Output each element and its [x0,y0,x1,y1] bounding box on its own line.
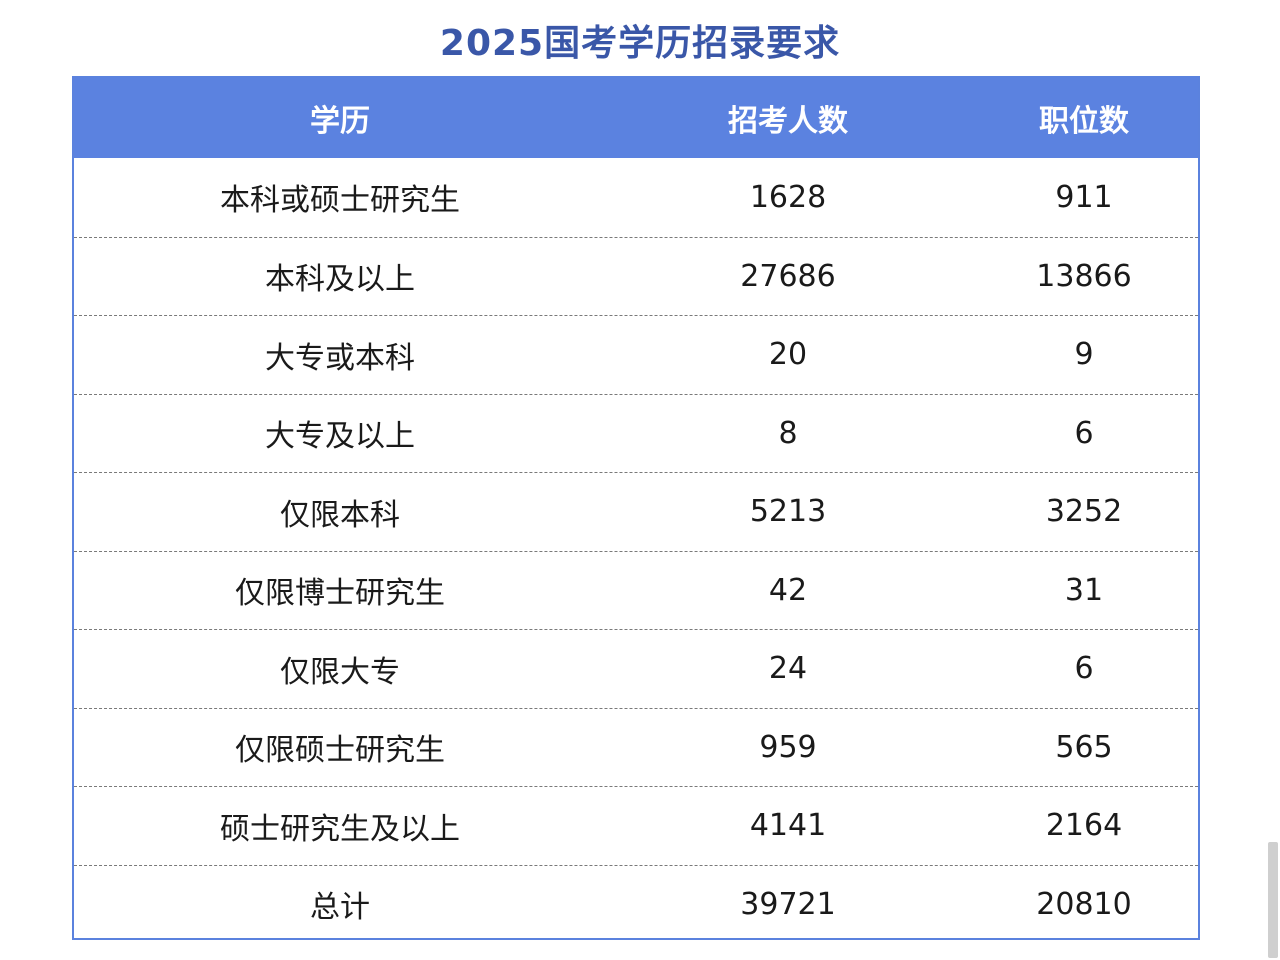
cell-education: 仅限硕士研究生 [235,733,445,769]
cell-education: 大专或本科 [265,340,415,376]
table-row: 本科或硕士研究生 1628 911 [74,158,1198,237]
scrollbar[interactable] [1268,842,1278,958]
cell-recruits: 24 [768,651,808,687]
cell-recruits: 20 [768,337,808,373]
header-recruits: 招考人数 [728,104,848,139]
table-row: 硕士研究生及以上 4141 2164 [74,786,1198,865]
cell-education: 仅限博士研究生 [235,576,445,612]
cell-education: 大专及以上 [265,419,415,455]
table-row: 仅限博士研究生 42 31 [74,550,1198,630]
cell-education: 总计 [310,890,370,926]
table-row: 大专及以上 8 6 [74,393,1198,473]
cell-positions: 6 [1074,651,1094,687]
cell-positions: 13866 [1036,258,1132,294]
cell-recruits: 5213 [749,494,827,530]
cell-recruits: 4141 [749,808,827,844]
cell-recruits: 959 [759,729,817,765]
table-header-row: 学历 招考人数 职位数 [74,78,1198,158]
table-row: 仅限大专 24 6 [74,629,1198,708]
table-row: 大专或本科 20 9 [74,315,1198,394]
cell-positions: 911 [1055,179,1113,215]
cell-education: 仅限本科 [280,497,400,533]
cell-recruits: 42 [768,572,808,608]
cell-recruits: 8 [778,415,798,451]
table-row-total: 总计 39721 20810 [74,864,1198,944]
cell-positions: 2164 [1045,808,1123,844]
page-title: 2025国考学历招录要求 [439,23,841,64]
table-row: 仅限本科 5213 3252 [74,472,1198,551]
cell-positions: 6 [1074,415,1094,451]
header-education: 学历 [310,104,370,139]
cell-education: 硕士研究生及以上 [220,811,460,847]
cell-education: 本科或硕士研究生 [220,183,460,219]
cell-recruits: 1628 [749,179,827,215]
cell-positions: 3252 [1045,494,1123,530]
cell-education: 本科及以上 [265,262,415,298]
cell-positions: 9 [1074,337,1094,373]
cell-recruits: 27686 [740,258,836,294]
education-table: 学历 招考人数 职位数 本科或硕士研究生 1628 911 本科及以上 2768… [72,76,1200,940]
cell-education: 仅限大专 [280,654,400,690]
cell-recruits: 39721 [740,886,836,922]
cell-positions: 31 [1064,572,1104,608]
cell-positions: 20810 [1036,886,1132,922]
cell-positions: 565 [1055,729,1113,765]
header-positions: 职位数 [1039,104,1129,139]
table-row: 仅限硕士研究生 959 565 [74,707,1198,787]
table-row: 本科及以上 27686 13866 [74,236,1198,316]
